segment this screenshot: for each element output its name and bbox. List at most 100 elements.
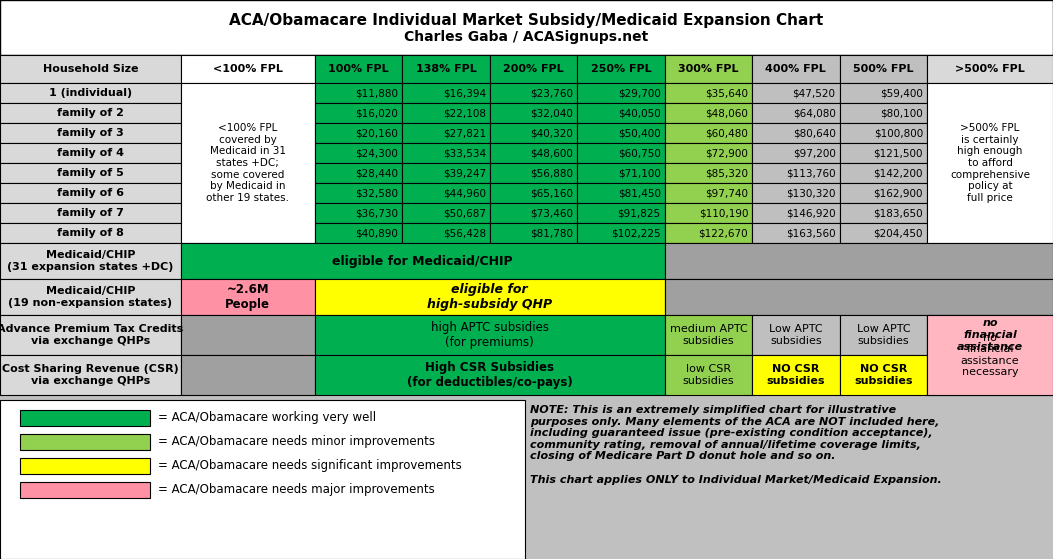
Text: no
financial
assistance: no financial assistance [957,319,1024,352]
Bar [315,55,402,83]
Text: Medicaid/CHIP
(19 non-expansion states): Medicaid/CHIP (19 non-expansion states) [8,286,173,308]
Text: $32,580: $32,580 [355,188,398,198]
Bar [839,143,927,163]
Text: 100% FPL: 100% FPL [329,64,389,74]
Bar [839,55,927,83]
Text: <100% FPL: <100% FPL [213,64,283,74]
Bar [0,0,1053,55]
Text: 200% FPL: 200% FPL [503,64,563,74]
Bar [0,163,181,183]
Text: Low APTC
subsidies: Low APTC subsidies [856,324,910,346]
Bar [664,83,752,103]
Bar [0,279,181,315]
Bar [20,458,150,474]
Bar [315,355,664,395]
Bar [315,315,664,355]
Bar [839,203,927,223]
Text: $28,440: $28,440 [355,168,398,178]
Text: = ACA/Obamacare needs major improvements: = ACA/Obamacare needs major improvements [158,484,435,496]
Text: $71,100: $71,100 [618,168,660,178]
Text: $85,320: $85,320 [706,168,748,178]
Text: $56,880: $56,880 [531,168,573,178]
Text: $162,900: $162,900 [874,188,923,198]
Text: 500% FPL: 500% FPL [853,64,914,74]
Text: $50,687: $50,687 [442,208,485,218]
Bar [664,103,752,123]
Bar [181,243,664,279]
Text: medium APTC
subsidies: medium APTC subsidies [670,324,748,346]
Bar [20,434,150,450]
Bar [752,143,839,163]
Bar [490,83,577,103]
Bar [20,410,150,426]
Text: family of 6: family of 6 [57,188,124,198]
Text: $11,880: $11,880 [355,88,398,98]
Bar [577,83,664,103]
Bar [20,482,150,498]
Text: $36,730: $36,730 [355,208,398,218]
Text: $81,780: $81,780 [531,228,573,238]
Text: >500% FPL
is certainly
high enough
to afford
comprehensive
policy at
full price: >500% FPL is certainly high enough to af… [950,123,1030,203]
Bar [752,55,839,83]
Text: $24,300: $24,300 [356,148,398,158]
Text: $183,650: $183,650 [873,208,923,218]
Bar [664,203,752,223]
Text: $81,450: $81,450 [618,188,660,198]
Text: $122,670: $122,670 [698,228,748,238]
Bar [402,183,490,203]
Bar [927,55,1053,83]
Text: $97,740: $97,740 [706,188,748,198]
Text: $56,428: $56,428 [442,228,485,238]
Bar [315,143,402,163]
Text: NOTE: This is an extremely simplified chart for illustrative
purposes only. Many: NOTE: This is an extremely simplified ch… [530,405,941,485]
Bar [315,123,402,143]
Bar [315,103,402,123]
Text: 300% FPL: 300% FPL [678,64,738,74]
Bar [752,355,839,395]
Bar [402,55,490,83]
Bar [664,243,1053,279]
Bar [402,203,490,223]
Text: $80,100: $80,100 [880,108,923,118]
Text: Cost Sharing Revenue (CSR)
via exchange QHPs: Cost Sharing Revenue (CSR) via exchange … [2,364,179,386]
Text: = ACA/Obamacare working very well: = ACA/Obamacare working very well [158,411,376,424]
Bar [839,223,927,243]
Text: $121,500: $121,500 [874,148,923,158]
Text: $16,394: $16,394 [442,88,485,98]
Bar [0,395,1053,559]
Bar [664,143,752,163]
Bar [752,183,839,203]
Text: $102,225: $102,225 [611,228,660,238]
Bar [315,163,402,183]
Text: Medicaid/CHIP
(31 expansion states +DC): Medicaid/CHIP (31 expansion states +DC) [7,250,174,272]
Bar [0,223,181,243]
Bar [490,203,577,223]
Bar [577,55,664,83]
Bar [927,355,1053,395]
Text: $91,825: $91,825 [617,208,660,218]
Bar [839,83,927,103]
Bar [664,123,752,143]
Bar [490,123,577,143]
Text: 138% FPL: 138% FPL [416,64,476,74]
Text: $32,040: $32,040 [531,108,573,118]
Text: ~2.6M
People: ~2.6M People [225,283,271,311]
Text: $39,247: $39,247 [442,168,485,178]
Bar [402,123,490,143]
Bar [490,183,577,203]
Bar [0,203,181,223]
Bar [402,143,490,163]
Bar [839,183,927,203]
Text: Household Size: Household Size [42,64,138,74]
Text: $40,890: $40,890 [356,228,398,238]
Text: $130,320: $130,320 [787,188,836,198]
Bar [664,163,752,183]
Text: >500% FPL: >500% FPL [955,64,1025,74]
Bar [664,315,752,355]
Text: 1 (individual): 1 (individual) [48,88,132,98]
Text: Advance Premium Tax Credits
via exchange QHPs: Advance Premium Tax Credits via exchange… [0,324,183,346]
Text: $204,450: $204,450 [874,228,923,238]
Bar [752,203,839,223]
Bar [181,55,315,83]
Text: low CSR
subsidies: low CSR subsidies [682,364,734,386]
